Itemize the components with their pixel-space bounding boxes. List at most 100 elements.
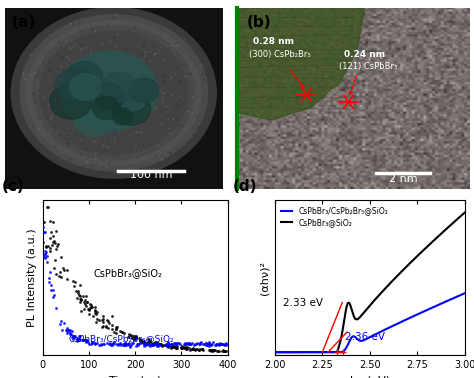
Point: [196, 340, 203, 346]
Circle shape: [66, 62, 103, 92]
Point: [215, 348, 222, 354]
Point: [215, 347, 222, 353]
Point: [92, 311, 100, 317]
Point: [69, 334, 76, 340]
Point: [81, 297, 88, 303]
Point: [83, 299, 91, 305]
Point: [137, 336, 144, 342]
Point: [44, 243, 51, 249]
Point: [88, 339, 96, 345]
Point: [215, 342, 223, 348]
Point: [52, 257, 59, 263]
Point: [91, 341, 99, 347]
Point: [39, 239, 47, 245]
Point: [59, 265, 66, 271]
Point: [47, 287, 55, 293]
Point: [56, 269, 64, 275]
Point: [48, 242, 56, 248]
Point: [125, 342, 132, 348]
Point: [53, 305, 60, 311]
Point: [46, 248, 54, 254]
Point: [41, 229, 48, 235]
Point: [97, 341, 105, 347]
Point: [181, 344, 188, 350]
Point: [221, 341, 228, 347]
Point: [199, 341, 207, 347]
Point: [64, 328, 71, 335]
Point: [150, 342, 157, 348]
Point: [145, 337, 153, 343]
Point: [91, 308, 99, 314]
Text: (d): (d): [233, 179, 258, 194]
Point: [71, 333, 79, 339]
Point: [73, 288, 80, 294]
Point: [193, 340, 201, 346]
Point: [86, 341, 93, 347]
Point: [58, 327, 66, 333]
Point: [207, 347, 214, 353]
Point: [43, 204, 50, 210]
Point: [99, 319, 106, 325]
Point: [206, 341, 213, 347]
Point: [110, 330, 118, 336]
Point: [172, 342, 180, 349]
Point: [149, 340, 156, 346]
Point: [119, 341, 127, 347]
Point: [210, 347, 217, 353]
Point: [196, 346, 204, 352]
Point: [153, 340, 161, 346]
Point: [129, 333, 137, 339]
Point: [222, 342, 230, 348]
Point: [91, 310, 99, 316]
Point: [220, 348, 228, 354]
Point: [121, 340, 129, 346]
Point: [81, 337, 88, 343]
Point: [205, 343, 213, 349]
Point: [63, 325, 70, 331]
Point: [186, 341, 194, 347]
Point: [57, 274, 65, 280]
Point: [131, 335, 139, 341]
Point: [74, 337, 82, 343]
Point: [113, 324, 121, 330]
Point: [112, 330, 120, 336]
Point: [164, 342, 172, 348]
Point: [46, 218, 54, 224]
Point: [80, 299, 88, 305]
Circle shape: [40, 31, 188, 155]
Point: [57, 318, 64, 324]
Y-axis label: (αhν)²: (αhν)²: [259, 261, 269, 295]
Point: [60, 320, 68, 326]
Point: [41, 219, 48, 225]
Legend: CsPbBr₃/CsPb₂Br₅@SiO₂, CsPbBr₃@SiO₂: CsPbBr₃/CsPb₂Br₅@SiO₂, CsPbBr₃@SiO₂: [279, 204, 391, 229]
Point: [125, 340, 132, 346]
Point: [149, 341, 156, 347]
Point: [168, 341, 176, 347]
Point: [164, 341, 172, 347]
Circle shape: [33, 26, 194, 160]
Point: [39, 224, 47, 230]
Point: [220, 342, 228, 348]
Point: [167, 341, 174, 347]
Point: [89, 339, 96, 345]
Point: [200, 341, 208, 347]
Point: [118, 328, 126, 335]
Point: [82, 293, 90, 299]
Point: [153, 341, 160, 347]
Point: [43, 253, 50, 259]
Circle shape: [129, 78, 159, 103]
Point: [69, 336, 77, 342]
Point: [192, 345, 200, 352]
Point: [211, 342, 219, 348]
Point: [82, 337, 90, 343]
Point: [172, 344, 179, 350]
Point: [137, 337, 144, 343]
Point: [146, 341, 154, 347]
Point: [49, 233, 57, 239]
Point: [219, 347, 226, 353]
Point: [47, 282, 55, 288]
Point: [73, 336, 81, 342]
Point: [77, 296, 85, 302]
Point: [49, 239, 57, 245]
Point: [218, 341, 225, 347]
